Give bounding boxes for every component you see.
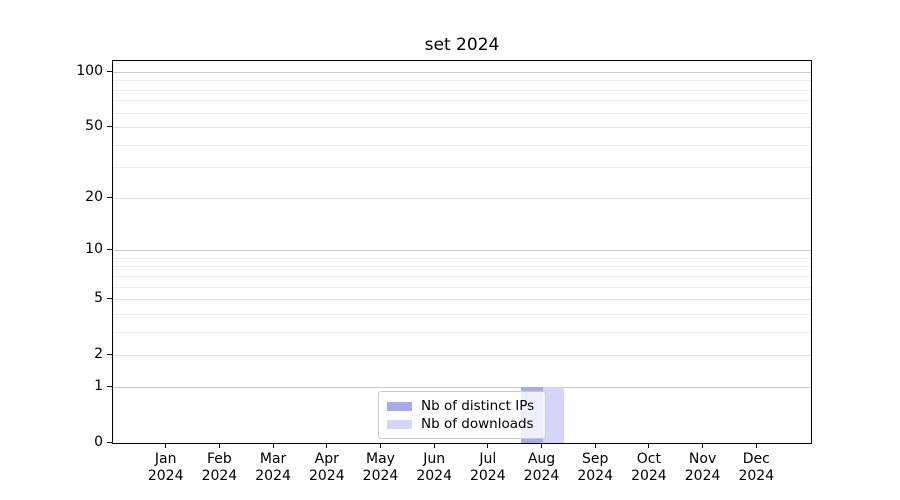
x-axis-label-dec-2024: Dec 2024 (738, 451, 775, 484)
y-axis-tick-100 (107, 71, 112, 73)
gridline-y-3 (113, 331, 811, 333)
y-axis-label-2: 2 (94, 345, 103, 362)
y-axis-tick-1 (107, 386, 112, 388)
legend-swatch-distinct-ips (387, 401, 412, 411)
plot-area (112, 60, 812, 444)
y-axis-tick-2 (107, 353, 112, 355)
legend-label-distinct-ips: Nb of distinct IPs (421, 397, 535, 414)
x-axis-tick-feb-2024 (218, 443, 220, 448)
gridline-y-50 (113, 126, 811, 128)
x-axis-tick-jun-2024 (433, 443, 435, 448)
x-axis-tick-sep-2024 (594, 443, 596, 448)
y-axis-tick-20 (107, 197, 112, 199)
x-axis-label-apr-2024: Apr 2024 (308, 451, 345, 484)
gridline-y-80 (113, 89, 811, 91)
x-axis-label-mar-2024: Mar 2024 (255, 451, 291, 484)
x-axis-label-nov-2024: Nov 2024 (684, 451, 721, 484)
y-axis-label-50: 50 (85, 117, 103, 134)
gridline-y-10 (113, 250, 811, 252)
x-axis-tick-oct-2024 (648, 443, 650, 448)
gridline-y-90 (113, 80, 811, 82)
bar-nb-of-downloads-aug-2024 (542, 387, 564, 443)
x-axis-tick-jan-2024 (165, 443, 167, 448)
x-axis-label-jun-2024: Jun 2024 (416, 451, 452, 484)
gridline-y-5 (113, 299, 811, 300)
x-axis-label-jan-2024: Jan 2024 (147, 451, 184, 484)
legend: Nb of distinct IPs Nb of downloads (378, 391, 546, 439)
x-axis-tick-may-2024 (379, 443, 382, 448)
y-axis-label-10: 10 (85, 241, 103, 258)
legend-label-downloads: Nb of downloads (421, 415, 534, 432)
gridline-y-6 (113, 286, 811, 288)
y-axis-tick-5 (107, 298, 112, 300)
gridline-y-20 (113, 198, 811, 200)
x-axis-label-feb-2024: Feb 2024 (201, 451, 238, 484)
gridline-y-7 (113, 275, 811, 277)
y-axis-label-20: 20 (85, 189, 103, 206)
gridline-y-1 (113, 387, 811, 389)
gridline-y-40 (113, 144, 811, 146)
gridline-y-9 (113, 257, 811, 259)
y-axis-label-0: 0 (94, 434, 103, 450)
x-axis-tick-nov-2024 (702, 443, 704, 448)
gridline-y-4 (113, 313, 811, 315)
x-axis-label-oct-2024: Oct 2024 (631, 451, 667, 484)
x-axis-tick-mar-2024 (272, 443, 274, 448)
legend-item-downloads: Nb of downloads (379, 415, 545, 432)
gridline-y-30 (113, 166, 811, 168)
x-axis-tick-dec-2024 (755, 443, 757, 448)
chart-title: set 2024 (424, 35, 500, 55)
x-axis-label-jul-2024: Jul 2024 (469, 451, 506, 484)
y-axis-tick-10 (107, 249, 112, 251)
x-axis-label-sep-2024: Sep 2024 (577, 451, 613, 484)
gridline-y-2 (113, 354, 811, 356)
x-axis-tick-jul-2024 (487, 443, 489, 448)
gridline-y-60 (113, 112, 811, 114)
gridline-y-100 (113, 72, 811, 73)
gridline-y-8 (113, 266, 811, 268)
y-axis-tick-0 (107, 442, 112, 444)
gridline-y-70 (113, 100, 811, 102)
x-axis-tick-aug-2024 (540, 443, 543, 448)
y-axis-tick-50 (107, 125, 112, 128)
x-axis-label-may-2024: May 2024 (362, 451, 399, 484)
legend-item-distinct-ips: Nb of distinct IPs (379, 397, 545, 414)
y-axis-label-5: 5 (94, 290, 103, 306)
x-axis-label-aug-2024: Aug 2024 (523, 451, 560, 484)
legend-swatch-downloads (387, 419, 412, 429)
x-axis-tick-apr-2024 (326, 443, 328, 448)
y-axis-label-1: 1 (94, 378, 103, 395)
y-axis-label-100: 100 (76, 63, 103, 79)
